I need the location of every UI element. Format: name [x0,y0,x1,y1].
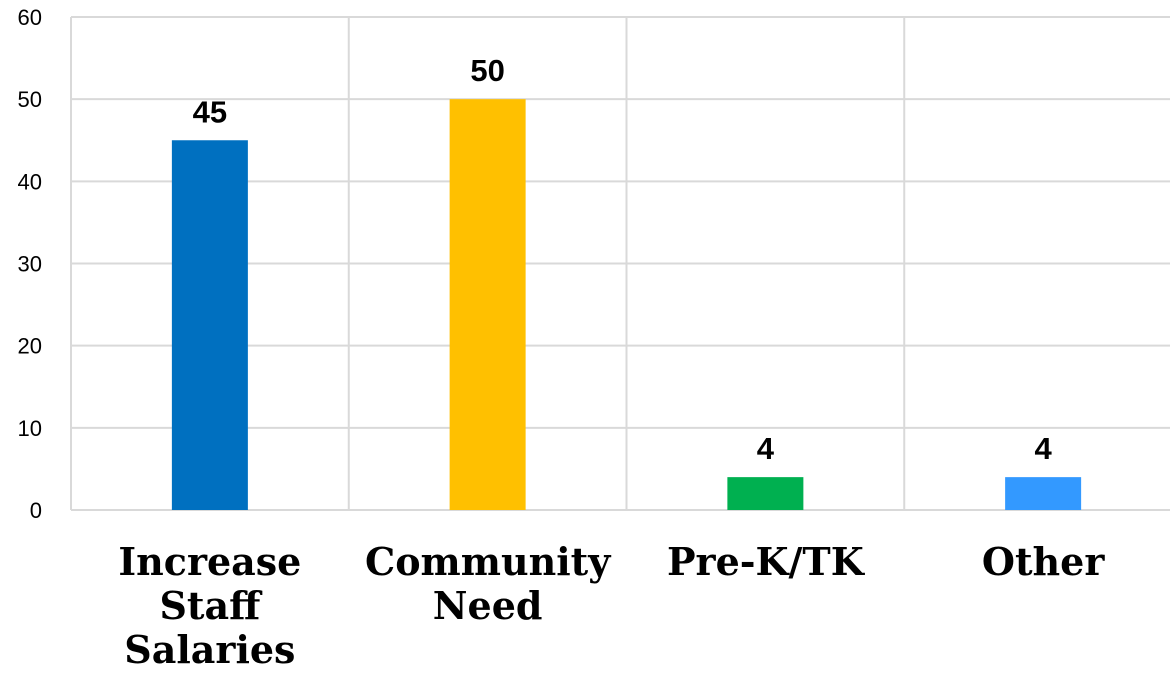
category-label-line: Salaries [124,627,295,672]
bar-4 [1005,477,1082,510]
data-label: 45 [193,94,227,129]
bar-1 [171,140,248,510]
category-label-line: Other [982,539,1105,584]
y-tick-label: 40 [18,169,42,194]
y-tick-label: 50 [18,87,42,112]
category-label-line: Pre-K/TK [667,539,866,584]
y-tick-label: 0 [30,498,42,523]
y-tick-label: 20 [18,334,42,359]
y-tick-label: 10 [18,416,42,441]
data-label: 50 [470,53,504,88]
category-label: Other [982,539,1105,584]
data-label: 4 [1035,431,1053,466]
category-label-line: Staff [159,583,263,628]
category-label-line: Increase [118,539,301,584]
data-label: 4 [757,431,775,466]
category-label-line: Need [433,583,543,628]
category-label-line: Community [365,539,611,584]
label-layer: 0 10 20 30 40 50 60 45 Increase Staff Salaries 50 Co… [18,5,1106,672]
bar-layer [171,99,1082,511]
category-label: Community Need [365,539,611,628]
category-label: Increase Staff Salaries [118,539,301,672]
category-label: Pre-K/TK [667,539,866,584]
y-tick-label: 30 [18,252,42,277]
y-tick-label: 60 [18,5,42,30]
grid-layer [70,16,1170,511]
bar-3 [727,477,804,510]
bar-2 [449,99,526,511]
